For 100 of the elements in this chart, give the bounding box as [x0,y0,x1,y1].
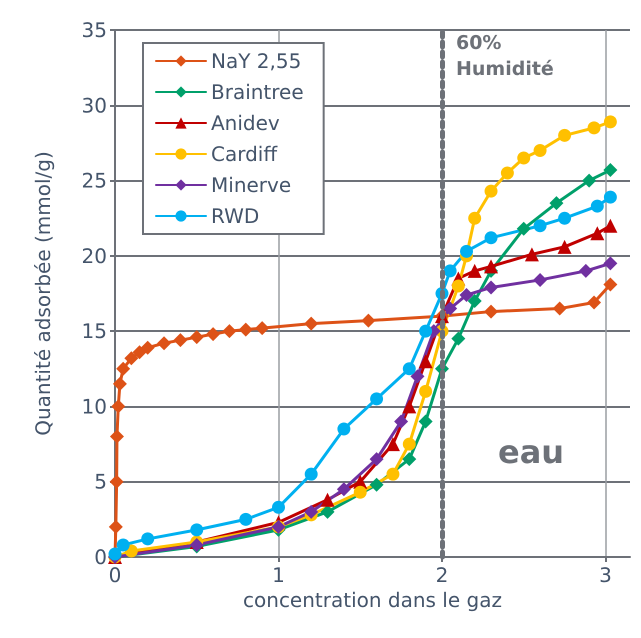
point [484,259,498,274]
point [452,279,465,292]
x-tick-label: 0 [108,563,122,587]
point [361,314,376,328]
point [112,376,127,391]
point [524,247,539,262]
point [590,200,604,213]
point [590,226,604,240]
point [304,468,318,481]
legend-label: RWD [211,204,260,228]
point [402,362,416,376]
point [402,399,416,414]
point [370,452,384,466]
point [190,523,204,536]
y-tick-label: 10 [82,394,107,418]
point [604,190,617,204]
point [468,212,482,225]
point [468,294,482,308]
point [337,422,350,436]
point [500,166,514,180]
point [484,280,498,294]
y-tick-label: 0 [94,545,107,569]
point [410,369,424,384]
y-tick-label: 20 [82,244,107,268]
point [255,321,270,336]
point [116,538,130,552]
point [588,121,601,134]
point [157,336,172,350]
y-tick-label: 35 [82,18,107,42]
point [603,277,618,292]
point [549,196,564,210]
point [402,452,416,466]
y-tick-label: 15 [82,319,107,344]
point [320,504,335,519]
point [558,212,572,225]
x-tick-label: 3 [599,563,612,587]
point [354,486,367,499]
point [304,316,318,331]
point [582,174,596,188]
legend-label: Anidev [211,111,280,135]
annotation: eau [498,433,564,471]
point [110,430,124,444]
point [578,264,593,278]
point [468,264,482,278]
point [111,399,126,414]
y-axis-title: Quantité adsorbée (mmol/g) [31,151,55,436]
point [320,492,335,507]
point [484,231,498,244]
point [190,330,204,344]
x-tick-label: 1 [272,563,285,587]
point [173,333,188,348]
point [533,272,548,287]
point [132,345,147,360]
point [402,438,416,451]
point [534,144,547,157]
point [552,302,567,316]
point [272,500,285,514]
point [484,184,498,198]
point [370,478,384,492]
y-tick-label: 25 [82,168,107,193]
point [443,302,458,316]
point [460,244,474,258]
point [517,151,530,164]
point [386,468,400,481]
point [108,520,123,534]
point [336,482,351,496]
point [419,324,432,338]
point [108,547,122,560]
point [394,414,408,428]
x-axis-title: concentration dans le gaz [243,588,502,612]
point [419,384,432,398]
y-tick-label: 5 [94,470,107,494]
legend-label: Braintree [211,80,304,104]
point [604,115,617,128]
point [418,354,433,368]
point [124,351,138,366]
point [534,219,547,232]
x-tick-label: 2 [436,563,448,587]
point [206,327,220,342]
point [603,163,618,178]
point [558,128,572,142]
point [603,218,618,233]
point [116,362,130,376]
point [141,532,154,546]
point [238,322,253,337]
legend-label: NaY 2,55 [211,49,302,73]
point [460,288,474,302]
point [451,332,466,346]
point [370,392,384,406]
point [444,264,457,278]
point [603,256,618,270]
point [484,304,498,319]
point [140,340,155,355]
point [386,437,400,452]
legend-label: Minerve [211,173,292,197]
point [239,512,252,526]
point [304,504,318,519]
y-tick-label: 30 [82,93,107,118]
point [418,414,433,428]
legend-label: Cardiff [211,142,278,166]
